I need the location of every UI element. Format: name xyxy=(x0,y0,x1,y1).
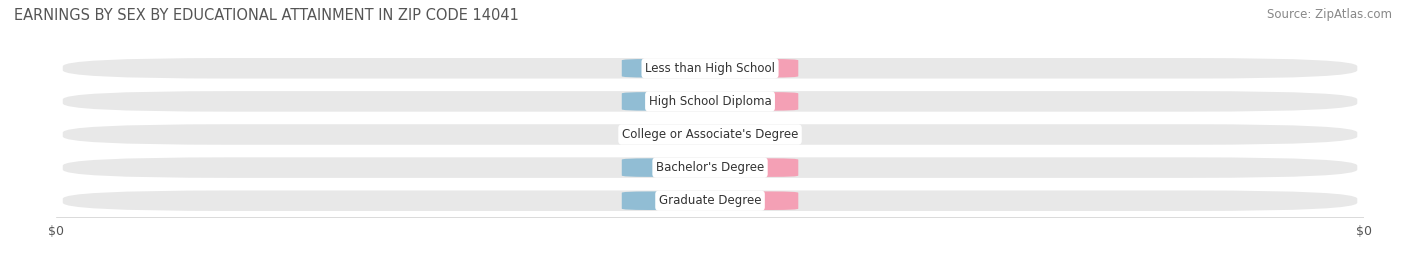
FancyBboxPatch shape xyxy=(63,124,1357,145)
Text: $0: $0 xyxy=(659,162,675,173)
FancyBboxPatch shape xyxy=(707,192,799,210)
Text: $0: $0 xyxy=(745,96,761,107)
FancyBboxPatch shape xyxy=(63,157,1357,178)
Text: College or Associate's Degree: College or Associate's Degree xyxy=(621,128,799,141)
Text: $0: $0 xyxy=(745,196,761,206)
Text: $0: $0 xyxy=(745,162,761,173)
Text: $0: $0 xyxy=(745,63,761,73)
Text: EARNINGS BY SEX BY EDUCATIONAL ATTAINMENT IN ZIP CODE 14041: EARNINGS BY SEX BY EDUCATIONAL ATTAINMEN… xyxy=(14,8,519,23)
FancyBboxPatch shape xyxy=(621,192,713,210)
Text: High School Diploma: High School Diploma xyxy=(648,95,772,108)
Text: $0: $0 xyxy=(659,96,675,107)
Text: Less than High School: Less than High School xyxy=(645,62,775,75)
Text: $0: $0 xyxy=(659,196,675,206)
Text: Bachelor's Degree: Bachelor's Degree xyxy=(657,161,763,174)
FancyBboxPatch shape xyxy=(707,92,799,111)
Text: Graduate Degree: Graduate Degree xyxy=(659,194,761,207)
FancyBboxPatch shape xyxy=(707,59,799,77)
FancyBboxPatch shape xyxy=(707,158,799,177)
Text: $0: $0 xyxy=(745,129,761,140)
Text: Source: ZipAtlas.com: Source: ZipAtlas.com xyxy=(1267,8,1392,21)
FancyBboxPatch shape xyxy=(621,59,713,77)
FancyBboxPatch shape xyxy=(63,91,1357,112)
FancyBboxPatch shape xyxy=(621,158,713,177)
FancyBboxPatch shape xyxy=(707,125,799,144)
FancyBboxPatch shape xyxy=(63,58,1357,79)
Text: $0: $0 xyxy=(659,63,675,73)
FancyBboxPatch shape xyxy=(63,190,1357,211)
FancyBboxPatch shape xyxy=(621,92,713,111)
FancyBboxPatch shape xyxy=(621,125,713,144)
Text: $0: $0 xyxy=(659,129,675,140)
